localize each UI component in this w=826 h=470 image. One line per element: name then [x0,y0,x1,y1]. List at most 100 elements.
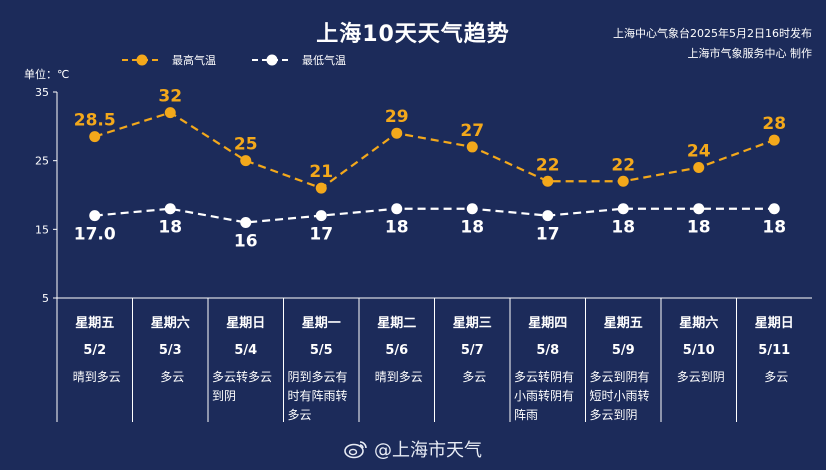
weekday-label: 星期日 [754,316,794,331]
high-temp-point [466,141,478,153]
weather-description-line: 多云 [764,370,789,384]
legend-high-label: 最高气温 [172,54,216,67]
low-temp-label: 18 [687,218,711,238]
low-temp-label: 16 [234,231,258,251]
weekday-label: 星期五 [603,316,643,331]
high-temp-label: 28 [762,114,786,134]
high-temp-label: 27 [460,121,484,141]
date-label: 5/6 [385,343,409,358]
watermark: @上海市天气 [0,436,826,462]
low-temp-label: 18 [762,218,786,238]
day-column: 星期日 5/11 多云 [737,300,813,387]
weather-description: 晴到多云 [57,368,133,387]
high-temp-line [94,111,775,190]
day-column: 星期四 5/8 多云转阴有 小雨转阴有 阵雨 [510,300,586,425]
legend-high-marker-icon [122,54,162,66]
high-temp-label: 32 [158,87,182,107]
high-temp-label: 22 [536,155,560,175]
high-temp-point [164,107,176,119]
low-temp-label: 18 [385,218,409,238]
weather-description: 多云 [435,368,511,387]
weather-description: 阴到多云有 时有阵雨转 多云 [284,368,360,425]
weekday-label: 星期二 [377,316,417,331]
low-temp-point [542,210,554,222]
weather-description-line: 多云 [462,370,487,384]
day-column: 星期五 5/9 多云到阴有短时小雨转多云到阴 [586,300,662,425]
date-label: 5/9 [611,343,635,358]
weekday-label: 星期一 [301,316,341,331]
date-label: 5/10 [682,343,715,358]
weekday-label: 星期六 [150,316,190,331]
high-temp-point [240,155,252,167]
y-tick-label: 5 [42,292,49,305]
weather-description-line: 短时小雨转 [589,389,650,403]
day-column: 星期六 5/10 多云到阴 [661,300,737,387]
weather-description: 晴到多云 [359,368,435,387]
weekday-label: 星期六 [679,316,719,331]
publisher-line-2: 上海市气象服务中心 制作 [687,47,813,60]
weather-description-line: 阵雨 [514,408,539,422]
low-temp-label: 18 [611,218,635,238]
low-temp-point [391,203,403,215]
watermark-text: @上海市天气 [374,440,482,461]
date-label: 5/7 [460,343,484,358]
weather-description: 多云转多云 到阴 [208,368,284,406]
low-temp-point [617,203,629,215]
low-temp-label: 17 [536,225,560,245]
high-temp-point [89,131,101,143]
weekday-label: 星期三 [452,316,492,331]
day-column: 星期五 5/2 晴到多云 [57,300,133,387]
date-label: 5/8 [536,343,560,358]
weibo-icon [344,441,367,459]
day-column: 星期一 5/5 阴到多云有 时有阵雨转 多云 [284,300,360,425]
date-label: 5/3 [158,343,182,358]
high-temp-label: 24 [687,142,711,162]
date-label: 5/5 [309,343,333,358]
high-temp-point [391,127,403,139]
weather-description-line: 小雨转阴有 [514,389,575,403]
weather-description-line: 晴到多云 [374,370,423,384]
high-temp-label: 28.5 [74,111,116,131]
date-label: 5/4 [234,343,258,358]
high-temp-point [693,162,705,174]
day-column: 星期二 5/6 晴到多云 [359,300,435,387]
publisher-info: 上海中心气象台2025年5月2日16时发布 上海市气象服务中心 制作 [613,24,812,64]
high-temp-point [315,182,327,194]
low-temp-point [693,203,705,215]
date-label: 5/2 [83,343,107,358]
weekday-label: 星期五 [75,316,115,331]
low-temp-point [89,210,101,222]
low-temp-label: 17 [309,225,333,245]
legend-item-low: 最低气温 [250,52,346,68]
weather-description-line: 晴到多云 [72,370,121,384]
y-tick-label: 15 [35,223,49,236]
weather-description-line: 多云到阴 [589,408,638,422]
page-title: 上海10天天气趋势 [316,22,510,47]
high-temp-label: 21 [309,162,333,182]
day-column: 星期三 5/7 多云 [435,300,511,387]
weather-description-line: 多云转多云 [212,370,273,384]
weather-description-line: 多云 [160,370,185,384]
weather-description-line: 多云 [287,408,312,422]
low-temp-label: 18 [158,218,182,238]
weekday-label: 星期日 [226,316,266,331]
weather-description: 多云 [737,368,813,387]
high-temp-label: 29 [385,107,409,127]
day-column: 星期六 5/3 多云 [133,300,209,387]
day-column: 星期日 5/4 多云转多云到阴 [208,300,284,406]
weather-description-line: 多云到阴有 [589,370,650,384]
y-tick-label: 25 [35,155,49,168]
low-temp-label: 17.0 [74,225,116,245]
y-tick-label: 35 [35,86,49,99]
legend-low-label: 最低气温 [302,54,346,67]
low-temp-point [466,203,478,215]
weather-description-line: 多云转阴有 [514,370,575,384]
day-columns: 星期五 5/2 晴到多云 星期六 5/3 多云 星期日 5/4 多云转多云到阴 星期一 5/5 阴到多… [57,300,812,424]
weather-description-line: 多云到阴 [676,370,725,384]
high-temp-point [542,175,554,187]
legend-item-high: 最高气温 [120,52,216,68]
publisher-line-1: 上海中心气象台2025年5月2日16时发布 [613,27,812,40]
weather-description-line: 到阴 [212,389,237,403]
high-temp-point [768,134,780,146]
